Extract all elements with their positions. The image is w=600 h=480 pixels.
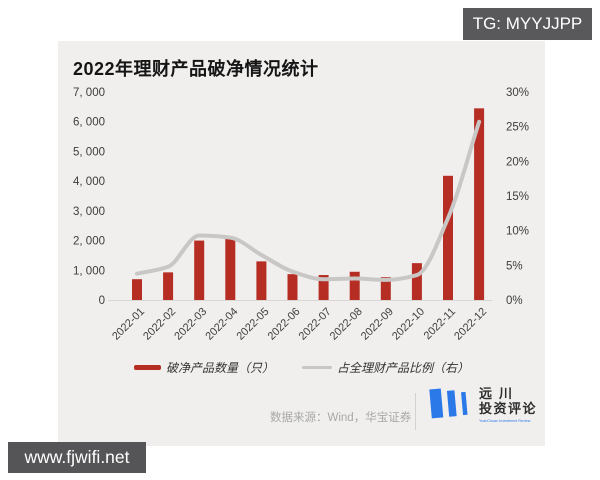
right-axis-tick: 10% [506,226,529,238]
bar [380,277,391,300]
right-axis-tick: 25% [506,122,529,134]
legend-label-line: 占全理财产品比例（右） [337,361,470,375]
logo-text: 远川 投资评论 YuanChuan Investment Review [479,386,538,424]
chart-legend: 破净产品数量（只） 占全理财产品比例（右） [58,359,545,376]
right-axis-tick: 20% [506,156,529,168]
x-axis-label: 2022-07 [297,306,334,343]
legend-swatch-bar [133,365,161,370]
bar [132,279,142,300]
bar [225,238,236,300]
legend-item-bars: 破净产品数量（只） [133,359,274,376]
x-axis-label: 2022-12 [452,306,489,343]
bar [194,240,205,300]
legend-label-bar: 破净产品数量（只） [165,361,274,375]
logo-line2: 投资评论 [479,401,538,416]
bar [318,275,329,300]
bar [474,108,485,300]
right-axis-tick: 15% [506,191,529,203]
legend-swatch-line [302,366,332,369]
x-axis-label: 2022-05 [234,306,271,343]
x-axis-label: 2022-02 [141,306,178,343]
tg-badge: TG: MYYJJPP [463,8,592,40]
left-axis-tick: 2, 000 [73,236,105,248]
left-axis-tick: 3, 000 [73,206,105,218]
x-axis-label: 2022-04 [203,306,240,343]
right-axis-tick: 0% [506,295,523,307]
bar [349,271,360,300]
bar [163,272,174,300]
logo-line1: 远川 [479,386,520,401]
left-axis-tick: 4, 000 [73,176,105,188]
x-axis-label: 2022-08 [328,306,365,343]
logo-bars-icon [429,388,468,419]
footer-divider [415,393,416,430]
chart-card [58,41,545,446]
bar [256,261,267,300]
x-axis-label: 2022-03 [172,306,209,343]
data-source-note: 数据来源：Wind，华宝证券 [270,412,412,424]
x-axis-label: 2022-06 [266,306,303,343]
bar [443,175,453,300]
left-axis-tick: 0 [99,295,105,307]
watermark-badge: www.fjwifi.net [8,442,146,473]
bar [411,263,422,300]
left-axis-tick: 6, 000 [73,117,105,129]
left-axis-tick: 5, 000 [73,146,105,158]
x-axis-label: 2022-11 [422,306,458,342]
left-axis-tick: 1, 000 [73,265,105,277]
x-axis-label: 2022-09 [359,306,396,343]
right-axis-tick: 5% [506,260,523,272]
left-axis-tick: 7, 000 [73,87,105,99]
trend-line [135,119,482,282]
x-axis-label: 2022-10 [390,306,427,343]
logo-subtext: YuanChuan Investment Review [479,418,531,423]
yuanchuan-logo: 远川 投资评论 YuanChuan Investment Review [429,387,537,423]
x-axis-label: 2022-01 [110,306,147,343]
chart-title: 2022年理财产品破净情况统计 [73,59,319,79]
right-axis-tick: 30% [506,87,529,99]
legend-item-line: 占全理财产品比例（右） [302,359,469,376]
bar [287,274,298,300]
